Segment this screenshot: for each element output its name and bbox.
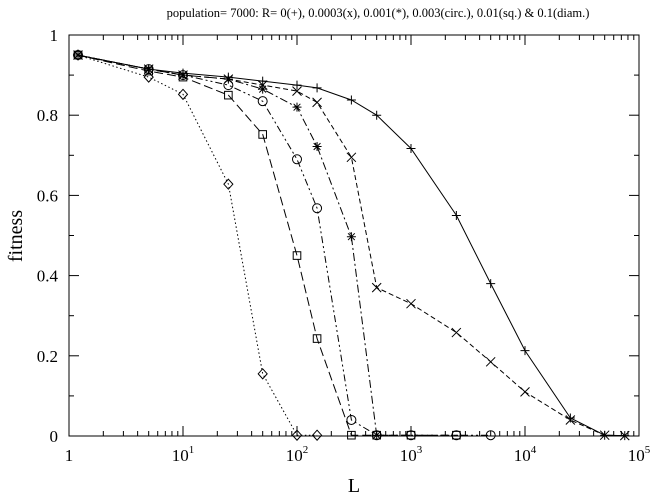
star-marker xyxy=(223,74,233,84)
x-marker xyxy=(619,430,630,441)
y-axis-label: fitness xyxy=(5,210,27,262)
diamond-marker xyxy=(143,71,154,83)
circle-marker xyxy=(292,154,302,165)
axes: 1 101 102 103 104 105 0 0.2 0.4 0.6 0.8 1 xyxy=(37,26,651,465)
series-line xyxy=(77,54,378,436)
x-marker xyxy=(346,152,357,163)
plus-marker xyxy=(486,279,496,289)
x-tick-label: 101 xyxy=(172,444,195,465)
x-marker xyxy=(599,430,610,441)
x-marker xyxy=(520,387,530,397)
x-marker xyxy=(406,298,416,309)
circle-marker xyxy=(312,203,323,214)
diamond-marker xyxy=(177,88,189,101)
series-line xyxy=(77,54,457,436)
x-axis-label: L xyxy=(348,475,360,497)
star-marker xyxy=(258,84,268,94)
circle-marker xyxy=(178,70,188,81)
y-tick-label: 0.8 xyxy=(37,106,58,125)
plus-marker xyxy=(258,76,268,86)
square-marker xyxy=(312,334,322,343)
square-marker xyxy=(372,430,381,440)
diamond-marker xyxy=(291,429,303,441)
y-tick-label: 0.6 xyxy=(37,186,58,205)
series-star xyxy=(73,50,382,440)
x-tick-label: 102 xyxy=(286,444,309,465)
square-marker xyxy=(258,130,267,139)
circle-marker xyxy=(346,414,357,425)
y-tick-label: 1 xyxy=(50,26,59,45)
square-marker xyxy=(144,66,153,76)
square-marker xyxy=(178,72,188,82)
series-line xyxy=(77,54,318,436)
diamond-marker xyxy=(311,429,323,441)
series-line xyxy=(77,54,491,436)
x-marker xyxy=(565,415,576,425)
star-marker xyxy=(312,141,322,151)
plus-marker xyxy=(312,83,322,93)
x-marker xyxy=(371,282,382,293)
square-marker xyxy=(292,251,302,260)
series-square xyxy=(73,50,461,440)
plus-marker xyxy=(406,143,416,153)
star-marker xyxy=(346,232,356,242)
plus-marker xyxy=(346,95,356,105)
x-marker xyxy=(485,356,496,367)
diamond-marker xyxy=(223,178,234,190)
chart-title: population= 7000: R= 0(+), 0.0003(x), 0.… xyxy=(167,6,590,20)
x-marker xyxy=(292,86,302,96)
plus-marker xyxy=(292,80,302,90)
diamond-marker xyxy=(257,368,268,380)
plus-marker xyxy=(451,210,461,220)
square-marker xyxy=(452,430,461,440)
circle-marker xyxy=(223,80,234,91)
x-marker xyxy=(312,97,322,108)
series-line xyxy=(77,54,625,437)
square-marker xyxy=(224,90,233,100)
y-tick-label: 0 xyxy=(50,427,59,446)
y-tick-label: 0.4 xyxy=(37,267,59,286)
circle-marker xyxy=(257,96,268,107)
plot-frame xyxy=(68,34,640,437)
plus-marker xyxy=(372,110,382,120)
square-marker xyxy=(73,50,83,60)
x-marker xyxy=(451,327,462,338)
circle-marker xyxy=(143,64,154,75)
star-marker xyxy=(292,102,302,112)
square-marker xyxy=(406,430,416,440)
y-tick-label: 0.2 xyxy=(37,347,58,366)
series-diamond xyxy=(72,49,323,441)
circle-marker xyxy=(485,430,496,441)
x-tick-label: 104 xyxy=(514,444,537,465)
diamond-marker xyxy=(72,49,84,61)
x-tick-label: 105 xyxy=(628,444,651,465)
circle-marker xyxy=(451,430,462,441)
star-marker xyxy=(144,64,154,74)
plus-marker xyxy=(520,346,530,356)
series-layer xyxy=(72,49,630,441)
series-line xyxy=(77,54,625,437)
x-tick-label: 103 xyxy=(400,444,423,465)
x-tick-label: 1 xyxy=(65,446,74,465)
square-marker xyxy=(347,430,356,440)
series-plus xyxy=(73,50,630,441)
series-circle xyxy=(73,50,496,441)
